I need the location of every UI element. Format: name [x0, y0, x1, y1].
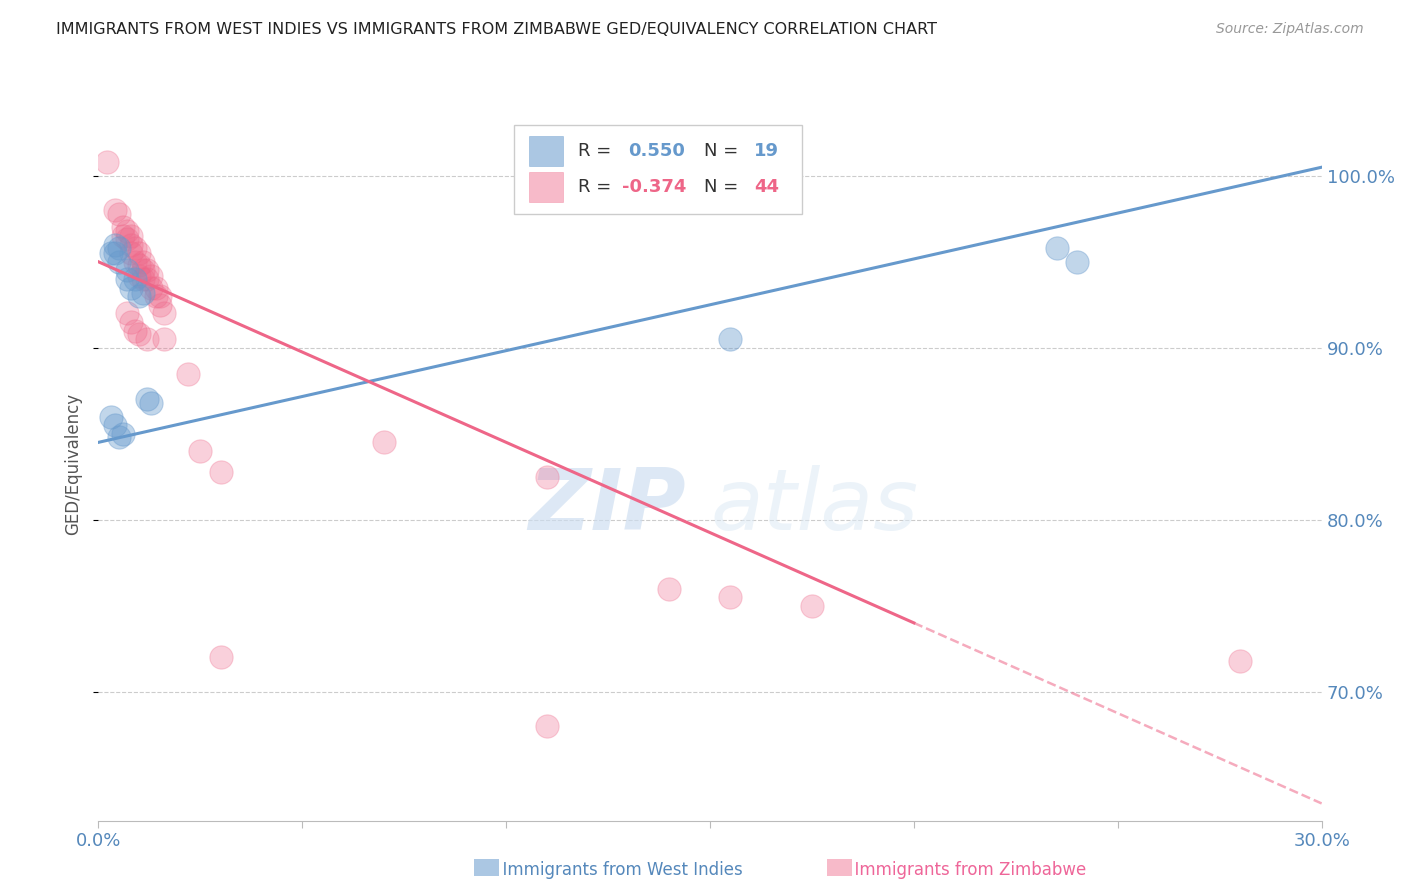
Bar — [529, 136, 564, 166]
Point — [115, 224, 138, 238]
Text: R =: R = — [578, 143, 617, 161]
Text: R =: R = — [578, 178, 617, 196]
Text: ZIP: ZIP — [527, 465, 686, 549]
Point — [136, 263, 159, 277]
Point — [115, 232, 138, 246]
Point — [720, 590, 742, 604]
Point — [209, 650, 232, 665]
Point — [115, 272, 138, 286]
Text: N =: N = — [704, 178, 744, 196]
Point — [136, 392, 159, 407]
Point — [111, 426, 134, 441]
Point — [149, 289, 172, 303]
Point — [1066, 254, 1088, 268]
Text: IMMIGRANTS FROM WEST INDIES VS IMMIGRANTS FROM ZIMBABWE GED/EQUIVALENCY CORRELAT: IMMIGRANTS FROM WEST INDIES VS IMMIGRANT… — [56, 22, 938, 37]
Point — [128, 258, 150, 272]
Point — [104, 418, 127, 433]
Bar — [827, 858, 852, 876]
Point — [104, 203, 127, 218]
Point — [141, 396, 163, 410]
Point — [145, 289, 167, 303]
Text: atlas: atlas — [710, 465, 918, 549]
Point — [104, 237, 127, 252]
Bar — [529, 172, 564, 202]
Point — [136, 272, 159, 286]
Point — [104, 246, 127, 260]
Point — [120, 237, 142, 252]
Point — [132, 254, 155, 268]
Point — [108, 254, 131, 268]
Point — [108, 207, 131, 221]
Point — [536, 469, 558, 483]
Point — [120, 229, 142, 244]
Point — [209, 465, 232, 479]
Point — [124, 241, 146, 255]
Text: N =: N = — [704, 143, 744, 161]
Point — [141, 280, 163, 294]
Text: Immigrants from Zimbabwe: Immigrants from Zimbabwe — [844, 861, 1085, 879]
Point — [128, 326, 150, 341]
Point — [1045, 241, 1069, 255]
Point — [152, 332, 174, 346]
Point — [128, 289, 150, 303]
Point — [720, 332, 742, 346]
Point — [145, 280, 167, 294]
Point — [100, 246, 122, 260]
Text: 44: 44 — [754, 178, 779, 196]
Point — [111, 220, 134, 235]
Point — [1229, 654, 1251, 668]
Point — [149, 298, 172, 312]
Point — [536, 719, 558, 733]
Point — [124, 254, 146, 268]
Point — [120, 246, 142, 260]
Point — [120, 315, 142, 329]
Point — [128, 268, 150, 283]
Text: 19: 19 — [754, 143, 779, 161]
Text: -0.374: -0.374 — [621, 178, 686, 196]
Point — [115, 306, 138, 320]
Y-axis label: GED/Equivalency: GED/Equivalency — [63, 392, 82, 535]
Point — [658, 582, 681, 596]
Text: 0.550: 0.550 — [628, 143, 685, 161]
Point — [96, 155, 118, 169]
Point — [108, 241, 131, 255]
Point — [115, 263, 138, 277]
Point — [120, 280, 142, 294]
Point — [177, 367, 200, 381]
Bar — [474, 858, 499, 876]
Text: Immigrants from West Indies: Immigrants from West Indies — [492, 861, 742, 879]
Point — [108, 430, 131, 444]
Point — [141, 268, 163, 283]
Point — [373, 435, 395, 450]
Point — [111, 229, 134, 244]
Point — [132, 263, 155, 277]
Text: Source: ZipAtlas.com: Source: ZipAtlas.com — [1216, 22, 1364, 37]
Point — [100, 409, 122, 424]
Point — [801, 599, 824, 613]
Point — [152, 306, 174, 320]
Point — [136, 332, 159, 346]
Point — [128, 246, 150, 260]
Point — [132, 272, 155, 286]
Point — [132, 285, 155, 300]
Point — [188, 444, 212, 458]
Point — [124, 272, 146, 286]
Point — [124, 324, 146, 338]
Bar — [515, 125, 801, 214]
